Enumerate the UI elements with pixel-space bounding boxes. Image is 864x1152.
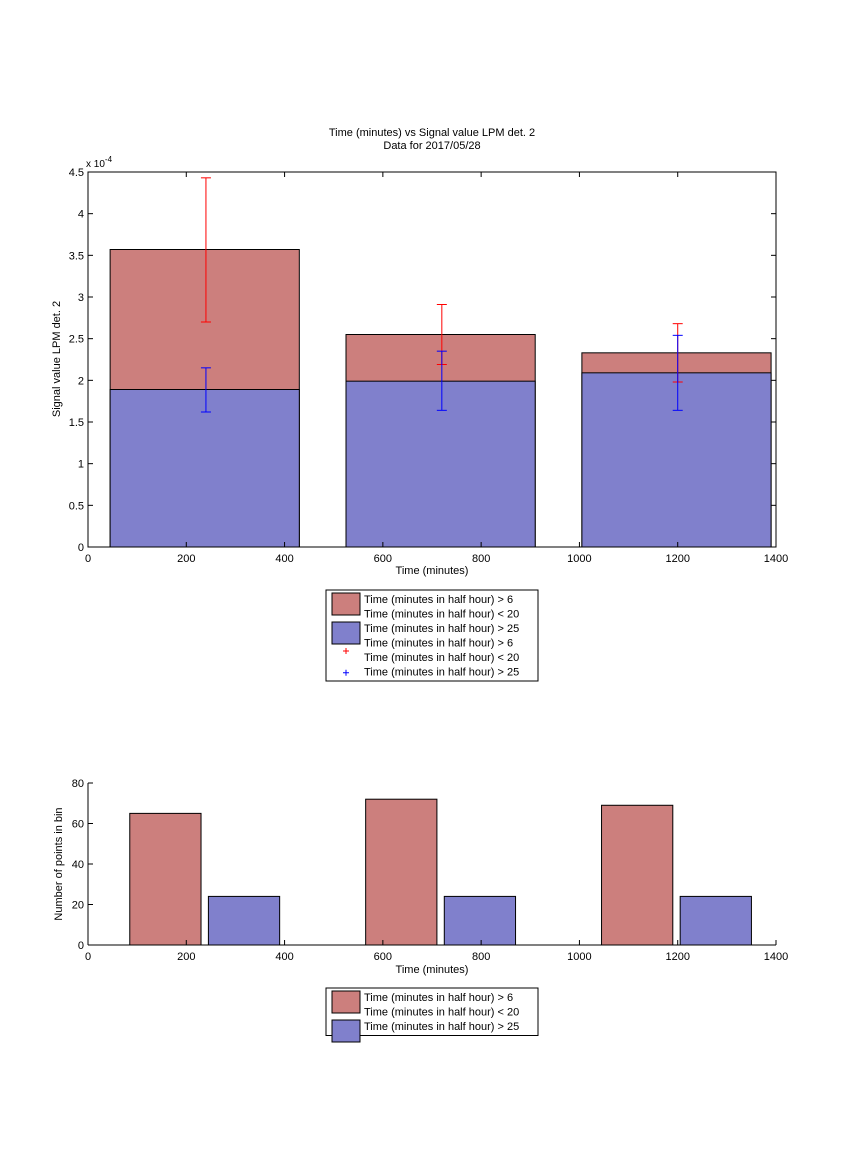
- y-tick-label: 4.5: [69, 167, 84, 179]
- legend-label: Time (minutes in half hour) > 6: [364, 594, 513, 606]
- legend-swatch: [331, 1019, 361, 1043]
- chart-title: Time (minutes) vs Signal value LPM det. …: [329, 127, 535, 139]
- bar: [207, 895, 281, 946]
- y-tick-label: 20: [72, 900, 84, 912]
- bar: [129, 812, 202, 946]
- x-axis-label: Time (minutes): [396, 964, 469, 976]
- bar: [679, 895, 752, 946]
- x-tick-label: 1000: [567, 951, 591, 963]
- chart-subtitle: Data for 2017/05/28: [383, 140, 480, 152]
- bar: [443, 895, 517, 946]
- y-tick-label: 3.5: [69, 250, 84, 262]
- y-tick-label: 1.5: [69, 417, 84, 429]
- y-exponent-label: x 10-4: [86, 155, 113, 170]
- y-tick-label: 0.5: [69, 500, 84, 512]
- bar: [345, 380, 536, 548]
- y-tick-label: 2: [78, 375, 84, 387]
- bar: [581, 372, 772, 548]
- x-tick-label: 0: [85, 951, 91, 963]
- legend-label: Time (minutes in half hour) > 6: [364, 992, 513, 1004]
- y-tick-label: 4: [78, 209, 84, 221]
- chart-counts: 0 200 400 600 800 1000 1200 1400 0 20 40 60 80 Time …: [53, 778, 788, 1043]
- legend-swatch: [331, 990, 361, 1014]
- y-axis-label: Signal value LPM det. 2: [51, 301, 63, 417]
- axis-ticks-signal: 0 200 400 600 800 1000 1200 1400 0 0.5 1 1.5 2 2.5 3 3.…: [69, 167, 789, 565]
- y-tick-label: 80: [72, 778, 84, 790]
- bar: [601, 804, 674, 946]
- y-tick-label: 0: [78, 542, 84, 554]
- legend-label: Time (minutes in half hour) > 25: [364, 1021, 519, 1033]
- x-tick-label: 200: [177, 553, 195, 565]
- y-tick-label: 3: [78, 292, 84, 304]
- legend-swatch: [331, 621, 361, 645]
- x-tick-label: 600: [374, 951, 392, 963]
- x-tick-label: 1000: [567, 553, 591, 565]
- y-tick-label: 60: [72, 819, 84, 831]
- x-axis-label: Time (minutes): [396, 565, 469, 577]
- x-tick-label: 400: [275, 951, 293, 963]
- y-tick-label: 2.5: [69, 334, 84, 346]
- legend-swatch: [331, 592, 361, 616]
- plot-area-signal: [109, 177, 772, 548]
- legend-label: Time (minutes in half hour) < 20: [364, 652, 519, 664]
- y-tick-label: 1: [78, 459, 84, 471]
- legend-box: [325, 987, 539, 1036]
- legend-label: Time (minutes in half hour) < 20: [364, 1007, 519, 1019]
- x-tick-label: 800: [472, 951, 490, 963]
- y-axis-label: Number of points in bin: [53, 807, 65, 920]
- legend-box: [325, 589, 539, 682]
- legend-label: Time (minutes in half hour) > 25: [364, 667, 519, 679]
- x-tick-label: 0: [85, 553, 91, 565]
- x-tick-label: 1200: [665, 951, 689, 963]
- legend-label: Time (minutes in half hour) < 20: [364, 609, 519, 621]
- x-tick-label: 1200: [665, 553, 689, 565]
- x-tick-label: 1400: [764, 553, 788, 565]
- legend-signal: Time (minutes in half hour) > 6 Time (min…: [325, 589, 539, 682]
- bar: [365, 798, 438, 946]
- x-tick-label: 600: [374, 553, 392, 565]
- x-tick-label: 200: [177, 951, 195, 963]
- y-tick-label: 40: [72, 859, 84, 871]
- legend-label: Time (minutes in half hour) > 6: [364, 638, 513, 650]
- axes-box-signal: [87, 171, 777, 548]
- plot-area-counts: [129, 798, 752, 946]
- legend-label: Time (minutes in half hour) > 25: [364, 623, 519, 635]
- x-tick-label: 1400: [764, 951, 788, 963]
- bar: [109, 389, 300, 548]
- axis-ticks-counts: 0 200 400 600 800 1000 1200 1400 0 20 40 60 80: [72, 778, 788, 963]
- x-tick-label: 400: [275, 553, 293, 565]
- x-tick-label: 800: [472, 553, 490, 565]
- y-tick-label: 0: [78, 940, 84, 952]
- legend-counts: Time (minutes in half hour) > 6 Time (min…: [325, 987, 539, 1043]
- chart-signal: Time (minutes) vs Signal value LPM det. …: [51, 127, 789, 682]
